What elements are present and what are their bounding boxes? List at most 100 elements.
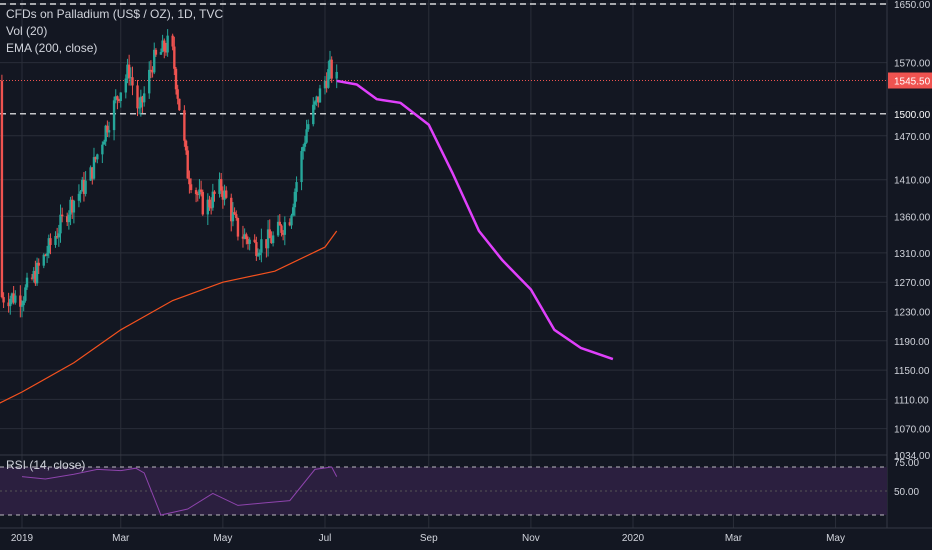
price-tick-label: 1270.00 <box>894 278 931 289</box>
candle-body <box>315 96 318 102</box>
candle-body <box>77 193 81 201</box>
candle-body <box>295 182 298 192</box>
candle-body <box>101 144 104 155</box>
candle-body <box>7 302 10 307</box>
candle-body <box>92 157 96 179</box>
candle-body <box>164 51 168 53</box>
candle-body <box>271 235 275 244</box>
candle-body <box>236 218 240 237</box>
candle-body <box>57 233 61 238</box>
candle-body <box>196 194 199 196</box>
candle-body <box>112 100 116 131</box>
candle-body <box>79 191 82 194</box>
candle-body <box>208 199 211 208</box>
candle-body <box>37 262 40 266</box>
time-tick-label: 2020 <box>622 533 645 544</box>
candle-body <box>136 85 139 109</box>
candle-body <box>230 197 233 222</box>
candle-body <box>189 184 193 191</box>
legend-symbol[interactable]: CFDs on Palladium (US$ / OZ), 1D, TVC <box>6 7 224 21</box>
price-tick-label: 1150.00 <box>894 366 930 377</box>
candle-body <box>137 107 141 109</box>
candle-body <box>288 222 292 226</box>
candle-body <box>143 93 146 103</box>
candle-body <box>12 293 15 303</box>
candle-body <box>256 255 260 257</box>
candle-body <box>91 167 94 179</box>
candle-body <box>129 77 133 79</box>
price-tick-label: 1190.00 <box>894 337 930 348</box>
rsi-line <box>21 466 338 516</box>
legend-ema[interactable]: EMA (200, close) <box>6 41 98 55</box>
candle-body <box>278 221 281 226</box>
candle-body <box>281 232 285 235</box>
candle-body <box>131 77 134 86</box>
candle-body <box>84 180 87 194</box>
candle-body <box>82 179 86 194</box>
candle-body <box>248 239 251 244</box>
candle-body <box>211 191 215 208</box>
candle-body <box>255 242 258 256</box>
candle-body <box>67 214 71 223</box>
legend-volume[interactable]: Vol (20) <box>6 24 48 38</box>
candle-body <box>71 199 74 213</box>
candle-body <box>149 69 153 71</box>
rsi-legend[interactable]: RSI (14, close) <box>6 458 86 472</box>
candle-body <box>19 295 22 307</box>
candle-body <box>213 191 216 194</box>
candle-body <box>104 125 107 142</box>
candle-body <box>201 191 204 215</box>
projection-line <box>336 79 614 361</box>
candle-body <box>327 69 330 88</box>
candle-body <box>20 305 24 307</box>
candle-body <box>206 199 210 215</box>
candle-body <box>124 78 127 93</box>
candle-body <box>59 214 62 234</box>
candle-body <box>54 236 57 245</box>
candle-body <box>183 110 186 141</box>
candle-body <box>233 212 236 215</box>
candle-body <box>116 96 119 100</box>
price-tick-label: 1110.00 <box>894 395 929 406</box>
candle-body <box>305 129 308 143</box>
candle-body <box>72 200 76 213</box>
candle-body <box>184 140 188 151</box>
candle-body <box>107 130 111 133</box>
candle-body <box>25 277 29 288</box>
candle-body <box>283 222 287 235</box>
level-label: 1500.00 <box>894 110 931 121</box>
candle-body <box>325 80 328 88</box>
candle-body <box>176 89 179 99</box>
candle-body <box>154 49 158 55</box>
candle-body <box>218 179 221 194</box>
candle-body <box>47 238 50 254</box>
time-tick-label: Sep <box>420 533 438 544</box>
candle-body <box>260 239 263 253</box>
candle-body <box>258 252 261 256</box>
candle-body <box>148 69 151 94</box>
candle-body <box>2 297 5 303</box>
candle-body <box>194 190 198 195</box>
price-tick-label: 1034.00 <box>894 451 931 462</box>
candle-body <box>198 189 201 195</box>
candle-body <box>24 287 27 301</box>
current-price-box <box>888 72 932 89</box>
candle-body <box>335 71 338 79</box>
candle-body <box>126 64 129 79</box>
candle-body <box>268 229 271 239</box>
candle-body <box>186 150 189 179</box>
candle-body <box>14 295 17 303</box>
price-tick-label: 1070.00 <box>894 425 931 436</box>
candle-body <box>55 236 59 238</box>
candle-body <box>89 167 92 181</box>
candle-body <box>159 51 163 55</box>
candle-body <box>302 146 305 152</box>
candle-body <box>161 40 164 52</box>
rsi-band <box>0 467 887 515</box>
candle-body <box>243 234 246 239</box>
candle-body <box>265 239 268 249</box>
candle-body <box>280 225 283 233</box>
candle-body <box>323 80 327 89</box>
candle-body <box>300 151 303 183</box>
